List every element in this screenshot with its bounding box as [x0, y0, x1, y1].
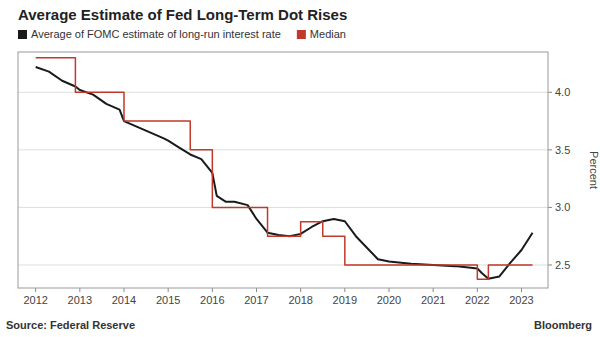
y-tick-label: 3.5 [555, 144, 570, 156]
line [36, 67, 533, 279]
grid-line [18, 149, 548, 150]
x-tick-label: 2019 [333, 294, 357, 306]
title: Average Estimate of Fed Long-Term Dot Ri… [18, 6, 347, 23]
data-layer [36, 58, 533, 280]
y-tick [548, 92, 552, 93]
y-axis: 2.5 3.0 3.5 4.0 [18, 86, 570, 271]
legend-swatch [297, 30, 306, 39]
y-tick [548, 149, 552, 150]
x-tick [433, 288, 434, 292]
x-tick [212, 288, 213, 292]
x-tick [35, 288, 36, 292]
x-tick [168, 288, 169, 292]
x-tick [344, 288, 345, 292]
x-tick [389, 288, 390, 292]
y-tick-label: 4.0 [555, 86, 570, 98]
x-axis: 2012 2013 2014 2015 2016 2017 2018 2019 2020 2021… [23, 288, 533, 306]
background [0, 0, 600, 337]
x-tick [124, 288, 125, 292]
y-tick [548, 264, 552, 265]
legend-label: Median [310, 28, 346, 40]
source-note: Source: Federal Reserve [6, 319, 135, 331]
y-axis-label: Percent [588, 151, 600, 189]
x-tick-label: 2018 [288, 294, 312, 306]
x-tick-label: 2020 [377, 294, 401, 306]
x-tick-label: 2013 [68, 294, 92, 306]
x-tick-label: 2015 [156, 294, 180, 306]
x-tick-label: 2021 [421, 294, 445, 306]
x-tick [300, 288, 301, 292]
x-tick-label: 2016 [200, 294, 224, 306]
x-tick-label: 2014 [112, 294, 136, 306]
chart: Average Estimate of Fed Long-Term Dot Ri… [0, 0, 600, 337]
x-tick-label: 2017 [244, 294, 268, 306]
x-tick-label: 2022 [465, 294, 489, 306]
grid-line [18, 207, 548, 208]
y-tick-label: 3.0 [555, 201, 570, 213]
x-tick-label: 2012 [23, 294, 47, 306]
x-tick [521, 288, 522, 292]
x-tick [256, 288, 257, 292]
y-tick [548, 207, 552, 208]
x-tick [477, 288, 478, 292]
x-tick-label: 2023 [509, 294, 533, 306]
legend-swatch [18, 30, 27, 39]
legend: Average of FOMC estimate of long-run int… [18, 28, 346, 40]
x-tick [79, 288, 80, 292]
step-line [36, 58, 533, 280]
legend-label: Average of FOMC estimate of long-run int… [31, 28, 281, 40]
plot-frame [18, 52, 548, 288]
y-tick-label: 2.5 [555, 259, 570, 271]
watermark: Bloomberg [534, 319, 592, 331]
